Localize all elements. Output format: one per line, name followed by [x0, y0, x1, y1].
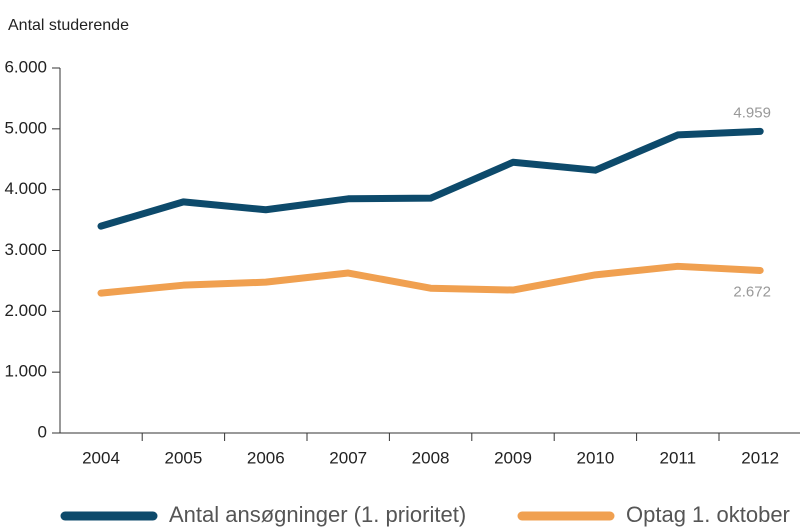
series-line [97, 127, 764, 230]
x-tick-label: 2007 [329, 448, 367, 467]
value-label: 2.672 [733, 283, 771, 300]
x-tick-label: 2012 [741, 448, 779, 467]
x-tick-label: 2008 [412, 448, 450, 467]
x-tick-label: 2006 [247, 448, 285, 467]
y-tick-label: 6.000 [4, 57, 47, 76]
y-tick-label: 2.000 [4, 301, 47, 320]
y-tick-label: 5.000 [4, 118, 47, 137]
x-tick-label: 2011 [660, 448, 697, 467]
x-tick-label: 2005 [164, 448, 202, 467]
series-line [97, 262, 764, 297]
y-tick-label: 0 [38, 422, 47, 441]
x-tick-label: 2004 [82, 448, 120, 467]
x-tick-label: 2010 [576, 448, 614, 467]
y-tick-label: 4.000 [4, 179, 47, 198]
y-tick-label: 1.000 [4, 362, 47, 381]
legend-label: Optag 1. oktober [626, 502, 790, 527]
y-tick-label: 3.000 [4, 240, 47, 259]
y-axis-label: Antal studerende [8, 17, 129, 34]
value-label: 4.959 [733, 104, 771, 121]
legend-label: Antal ansøgninger (1. prioritet) [169, 502, 466, 527]
x-tick-label: 2009 [494, 448, 532, 467]
